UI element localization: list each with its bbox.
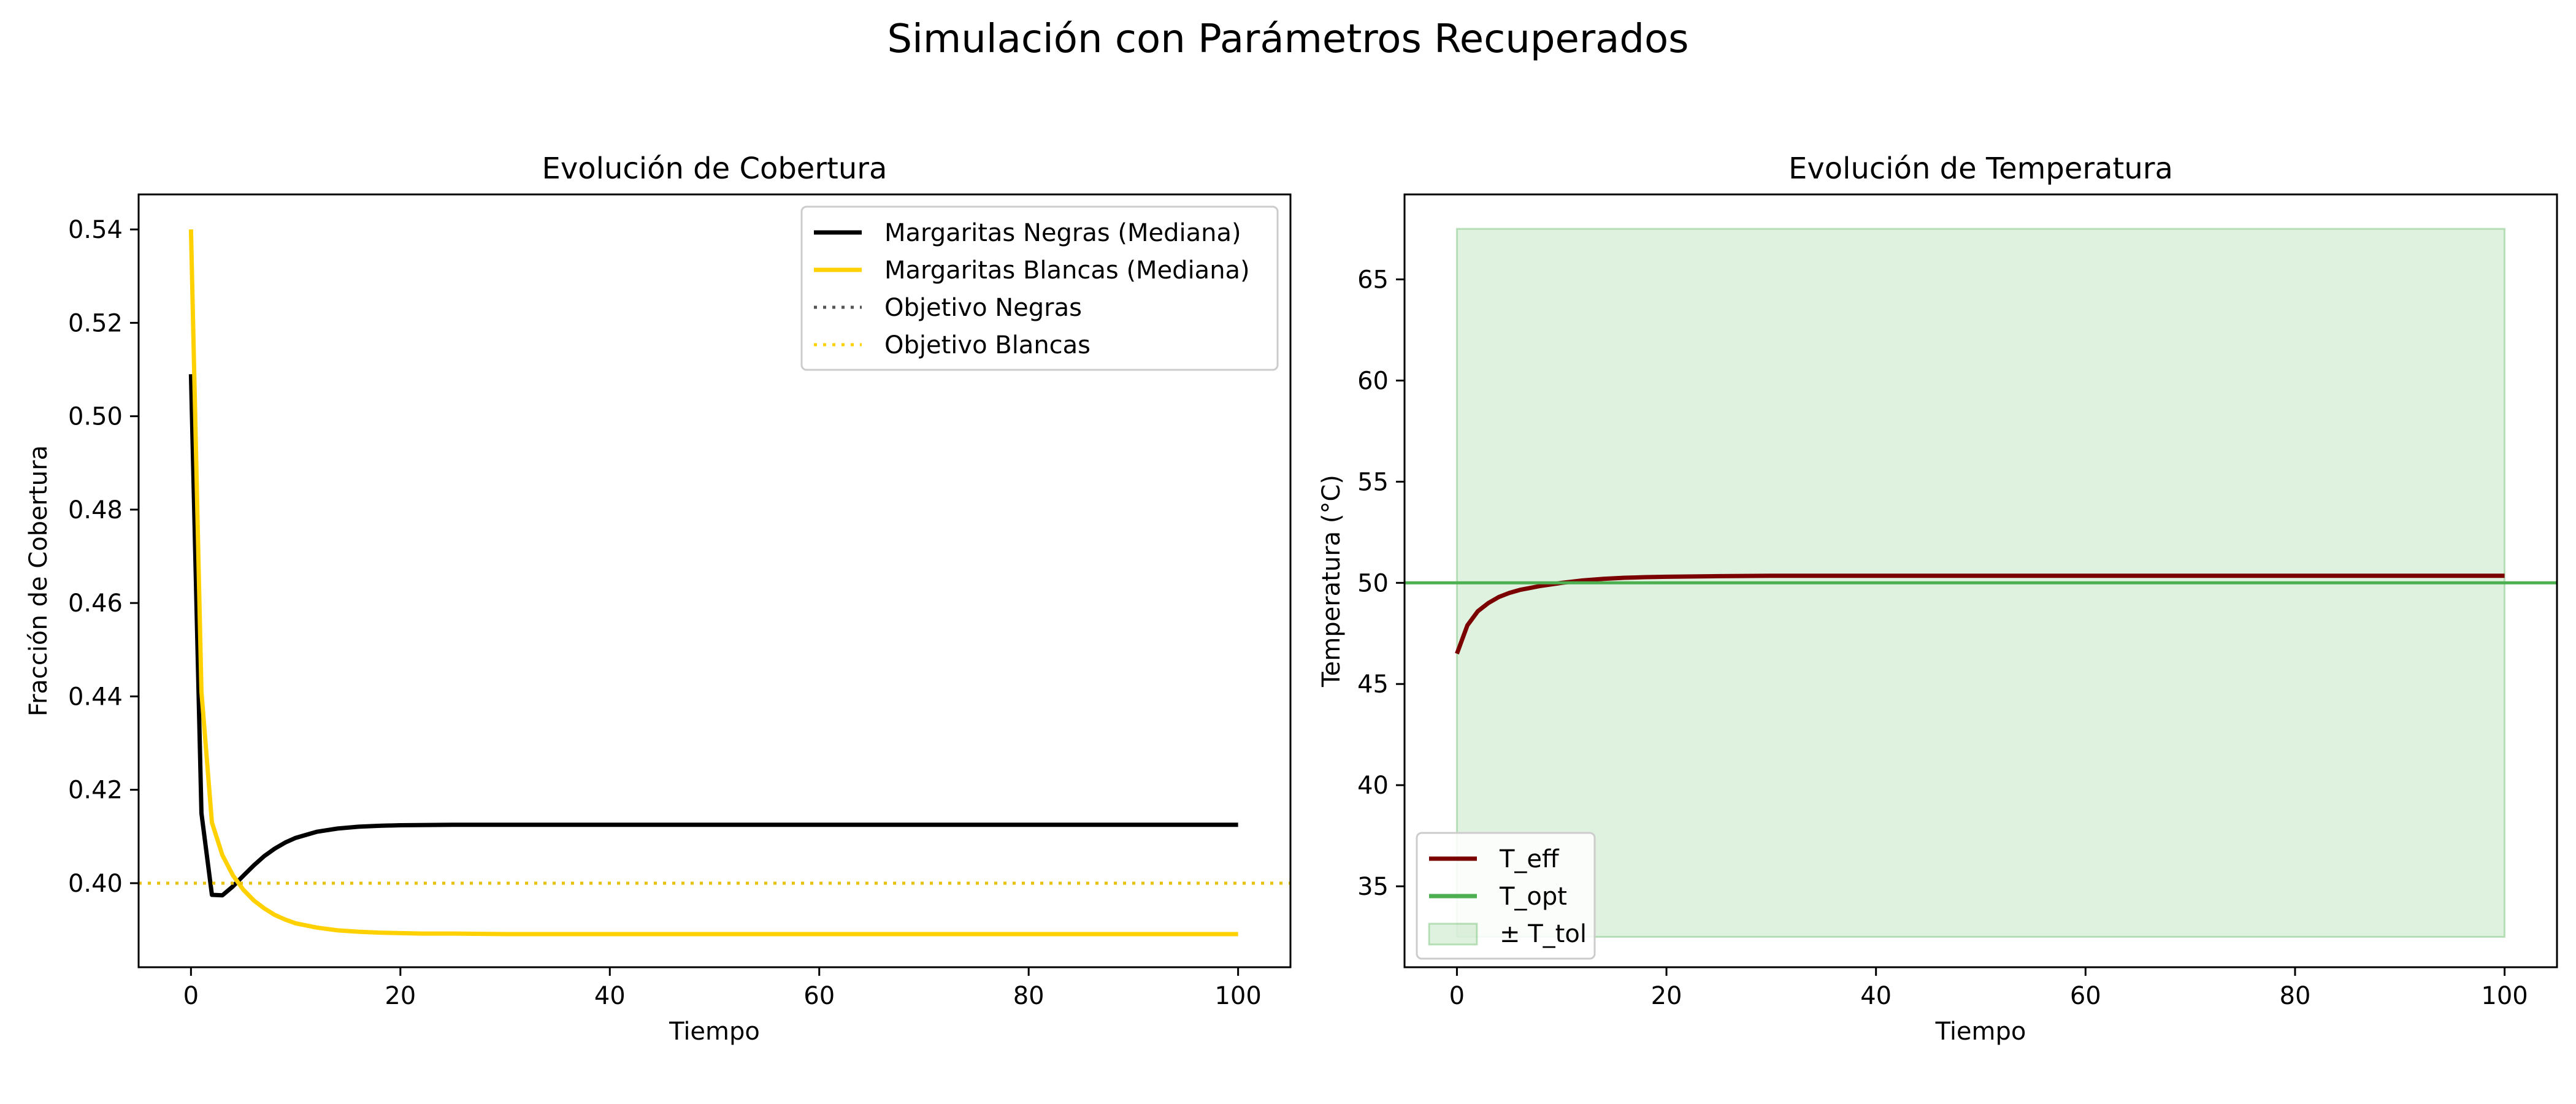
temperature-xtick-label: 60 bbox=[2070, 982, 2101, 1010]
temperature-ytick-label: 50 bbox=[1357, 569, 1389, 597]
temperature-chart: 0 20 40 60 80 100 35 40 45 50 55 60 65 Evolución de T… bbox=[1317, 151, 2558, 1046]
temperature-plot-area bbox=[1405, 228, 2557, 938]
coverage-ytick-label: 0.40 bbox=[68, 870, 123, 898]
coverage-legend-label-3: Objetivo Blancas bbox=[884, 331, 1091, 359]
coverage-xtick-label: 100 bbox=[1214, 982, 1261, 1010]
temperature-xtick-label: 20 bbox=[1651, 982, 1682, 1010]
temperature-ytick-label: 40 bbox=[1357, 772, 1389, 800]
coverage-ytick-label: 0.54 bbox=[68, 216, 123, 244]
coverage-legend-box bbox=[800, 205, 1279, 371]
coverage-y-axis-label: Fracción de Cobertura bbox=[25, 445, 53, 716]
temperature-legend-label-2: ± T_tol bbox=[1500, 920, 1587, 948]
coverage-ytick-label: 0.42 bbox=[68, 776, 123, 805]
coverage-legend-label-0: Margaritas Negras (Mediana) bbox=[884, 219, 1241, 247]
temperature-y-axis-label: Temperatura (°C) bbox=[1317, 475, 1346, 688]
temperature-xtick-label: 80 bbox=[2280, 982, 2311, 1010]
coverage-chart-title: Evolución de Cobertura bbox=[542, 151, 887, 186]
coverage-x-axis-label: Tiempo bbox=[669, 1018, 760, 1046]
temperature-ytick-label: 35 bbox=[1357, 873, 1389, 901]
coverage-chart: 0 20 40 60 80 100 0.40 0.42 0.44 0.46 0.48 0.50 0.52… bbox=[25, 151, 1292, 1046]
figure-title: Simulación con Parámetros Recuperados bbox=[887, 17, 1689, 62]
temperature-legend-label-0: T_eff bbox=[1499, 845, 1560, 873]
temperature-ytick-label: 55 bbox=[1357, 468, 1389, 496]
temperature-legend-label-1: T_opt bbox=[1499, 883, 1567, 911]
coverage-series-line-0 bbox=[188, 374, 1238, 898]
coverage-xtick-label: 0 bbox=[183, 982, 199, 1010]
coverage-ytick-label: 0.48 bbox=[68, 496, 123, 524]
temperature-legend-swatch-2 bbox=[1428, 922, 1478, 946]
temperature-ytick-label: 45 bbox=[1357, 670, 1389, 699]
temperature-ytick-label: 60 bbox=[1357, 367, 1389, 395]
temperature-x-axis-label: Tiempo bbox=[1935, 1018, 2026, 1046]
coverage-plot-area bbox=[139, 229, 1290, 937]
coverage-xtick-label: 20 bbox=[385, 982, 416, 1010]
coverage-axes-frame bbox=[137, 193, 1292, 968]
temperature-series-line-0 bbox=[1455, 573, 2505, 654]
coverage-xtick-label: 60 bbox=[803, 982, 835, 1010]
coverage-legend-label-1: Margaritas Blancas (Mediana) bbox=[884, 256, 1250, 285]
coverage-ytick-label: 0.50 bbox=[68, 403, 123, 431]
temperature-axes-frame bbox=[1403, 193, 2558, 968]
temperature-xtick-label: 0 bbox=[1449, 982, 1465, 1010]
temperature-legend: T_eff T_opt ± T_tol bbox=[1416, 832, 1596, 960]
temperature-chart-title: Evolución de Temperatura bbox=[1788, 151, 2173, 186]
temperature-xtick-label: 100 bbox=[2481, 982, 2528, 1010]
coverage-xtick-label: 80 bbox=[1013, 982, 1045, 1010]
temperature-xtick-label: 40 bbox=[1860, 982, 1892, 1010]
coverage-legend-label-2: Objetivo Negras bbox=[884, 294, 1082, 322]
coverage-ytick-label: 0.52 bbox=[68, 309, 123, 337]
coverage-ytick-label: 0.46 bbox=[68, 589, 123, 618]
temperature-ytick-label: 65 bbox=[1357, 266, 1389, 294]
coverage-legend: Margaritas Negras (Mediana) Margaritas Bl… bbox=[800, 205, 1279, 371]
coverage-ytick-label: 0.44 bbox=[68, 683, 123, 711]
coverage-series-line-1 bbox=[188, 229, 1238, 937]
temperature-legend-box bbox=[1416, 832, 1596, 960]
coverage-xtick-label: 40 bbox=[594, 982, 626, 1010]
